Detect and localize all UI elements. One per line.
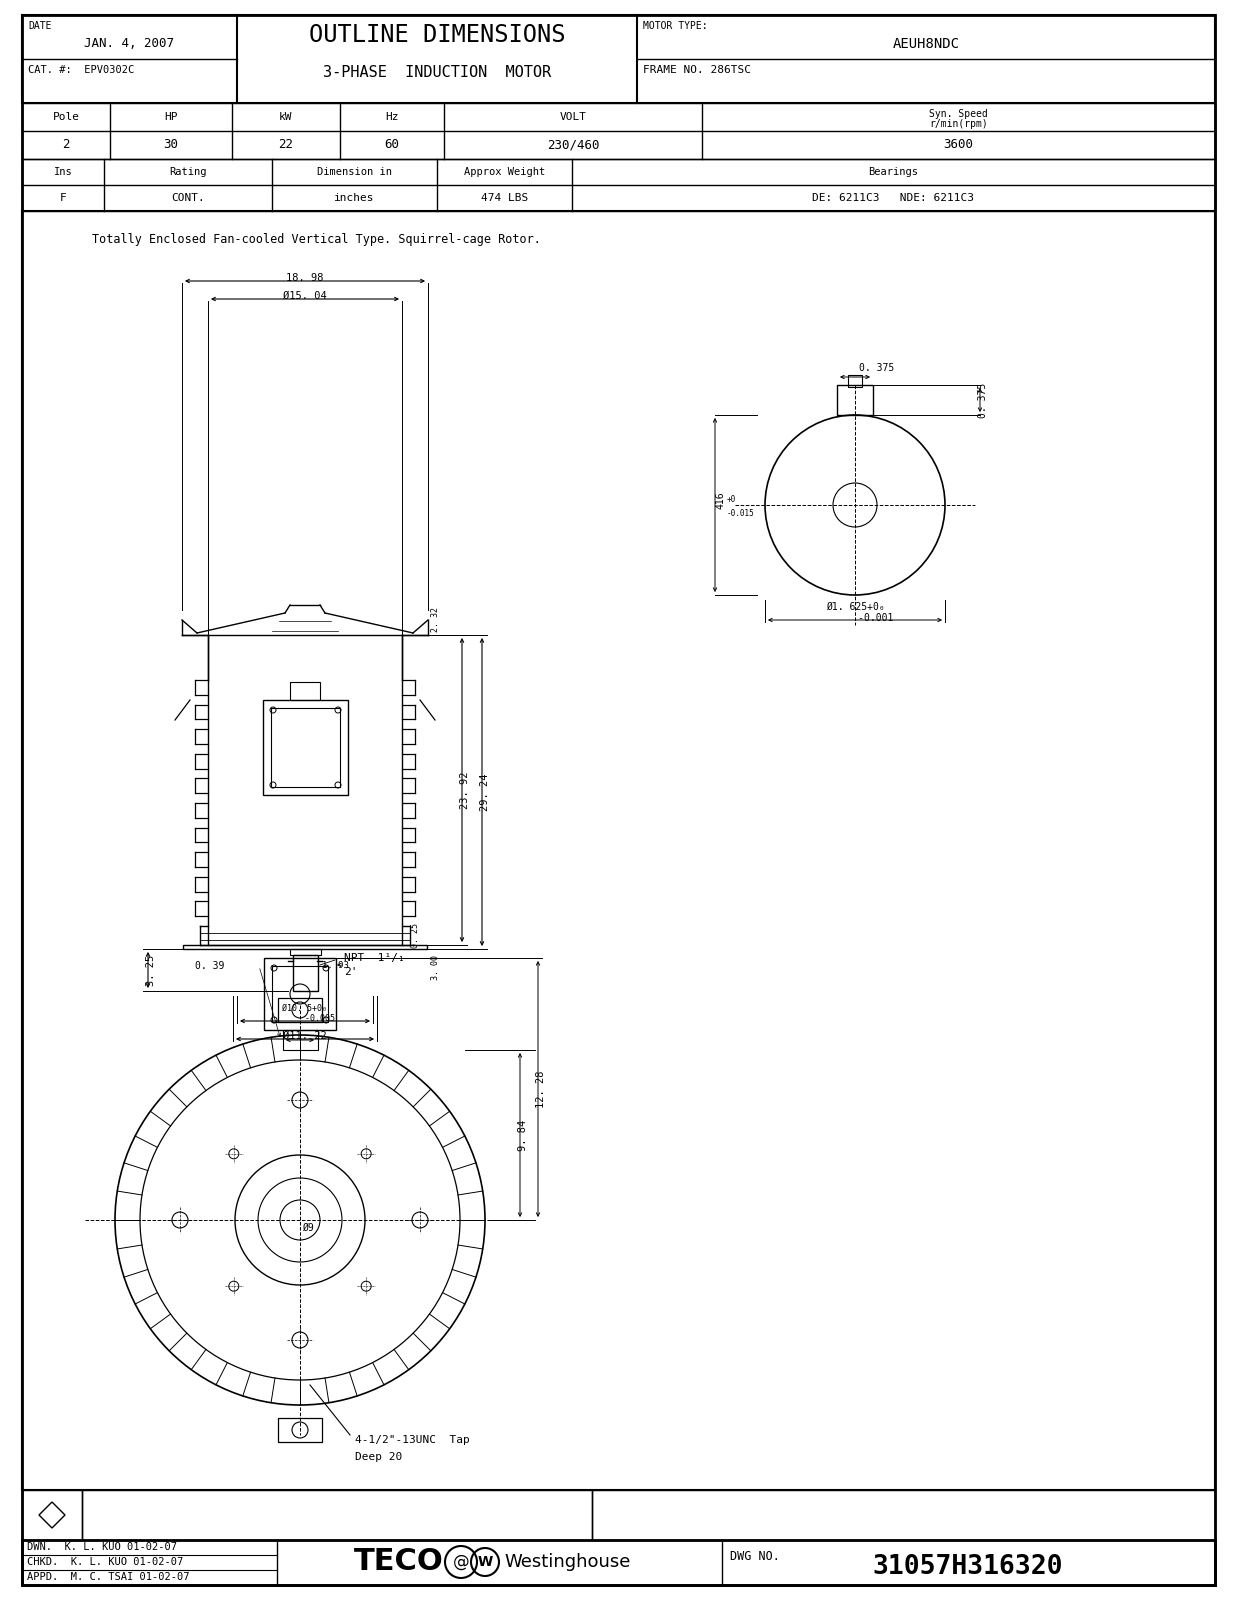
Bar [22, 14, 1215, 102]
Text: 474 LBS: 474 LBS [481, 194, 528, 203]
Text: 2': 2' [344, 966, 357, 978]
Text: Approx Weight: Approx Weight [464, 166, 546, 178]
Text: 230/460: 230/460 [547, 139, 599, 152]
Bar [272, 966, 328, 1022]
Text: Deep 20: Deep 20 [355, 1453, 402, 1462]
Text: 416: 416 [715, 491, 725, 509]
Bar [849, 374, 862, 387]
Bar [183, 946, 427, 949]
Text: HP: HP [165, 112, 178, 122]
Text: Ø1. 625+0₀
       -0.001: Ø1. 625+0₀ -0.001 [816, 602, 893, 622]
Bar [591, 1490, 1215, 1539]
Text: +0: +0 [727, 496, 736, 504]
Text: 23. 92: 23. 92 [460, 771, 470, 808]
Text: MOTOR TYPE:: MOTOR TYPE: [643, 21, 708, 30]
Text: VOLT: VOLT [559, 112, 586, 122]
Bar [837, 386, 873, 414]
Text: 0. 375: 0. 375 [978, 382, 988, 418]
Text: kW: kW [280, 112, 293, 122]
Bar [82, 1490, 591, 1539]
Text: Totally Enclosed Fan-cooled Vertical Type. Squirrel-cage Rotor.: Totally Enclosed Fan-cooled Vertical Typ… [92, 234, 541, 246]
Text: 3-PHASE  INDUCTION  MOTOR: 3-PHASE INDUCTION MOTOR [323, 66, 550, 80]
Text: OUTLINE DIMENSIONS: OUTLINE DIMENSIONS [309, 22, 565, 46]
Text: 2. 32: 2. 32 [432, 608, 440, 632]
Text: APPD.  M. C. TSAI 01-02-07: APPD. M. C. TSAI 01-02-07 [27, 1571, 189, 1582]
Text: DWN.  K. L. KUO 01-02-07: DWN. K. L. KUO 01-02-07 [27, 1542, 177, 1552]
Text: 22: 22 [278, 139, 293, 152]
Text: Bearings: Bearings [868, 166, 919, 178]
Text: Ø9: Ø9 [302, 1222, 314, 1234]
Text: Pole: Pole [52, 112, 79, 122]
Text: 30: 30 [163, 139, 178, 152]
Bar [22, 1490, 82, 1539]
Bar [271, 707, 340, 787]
Text: 3600: 3600 [944, 139, 974, 152]
Text: NPT  1¹/₁: NPT 1¹/₁ [344, 954, 404, 963]
Text: 2: 2 [62, 139, 69, 152]
Text: Ø11. 22: Ø11. 22 [283, 1030, 327, 1042]
Text: F: F [59, 194, 67, 203]
Text: 9. 84: 9. 84 [518, 1120, 528, 1150]
Text: FRAME NO. 286TSC: FRAME NO. 286TSC [643, 66, 751, 75]
Text: Dimension in: Dimension in [317, 166, 392, 178]
Text: 60: 60 [385, 139, 400, 152]
Text: r/min(rpm): r/min(rpm) [929, 118, 988, 130]
Text: Ø10. 5+0₀
      -0.005: Ø10. 5+0₀ -0.005 [275, 1003, 335, 1022]
Text: AEUH8NDC: AEUH8NDC [893, 37, 960, 51]
Text: 12. 28: 12. 28 [536, 1070, 546, 1107]
Text: -0.015: -0.015 [727, 509, 755, 517]
Bar [278, 1418, 322, 1442]
Text: DWG NO.: DWG NO. [730, 1550, 779, 1563]
Bar [278, 998, 322, 1022]
Text: 29. 24: 29. 24 [480, 773, 490, 811]
Bar [22, 1539, 1215, 1586]
Text: 3. 25: 3. 25 [146, 954, 156, 986]
Text: 0. 39: 0. 39 [194, 962, 224, 971]
Text: 4-1/2"-13UNC  Tap: 4-1/2"-13UNC Tap [355, 1435, 470, 1445]
Text: Ins: Ins [53, 166, 73, 178]
Text: JAN. 4, 2007: JAN. 4, 2007 [84, 37, 174, 50]
Bar [22, 102, 1215, 158]
Text: CHKD.  K. L. KUO 01-02-07: CHKD. K. L. KUO 01-02-07 [27, 1557, 183, 1566]
Bar [293, 955, 318, 990]
Text: 3. 00: 3. 00 [432, 955, 440, 981]
Text: W: W [477, 1555, 492, 1570]
Bar [283, 1030, 318, 1050]
Text: DATE: DATE [28, 21, 52, 30]
Text: 0. 25: 0. 25 [411, 923, 419, 947]
Bar [22, 158, 1215, 211]
Text: 0. 375: 0. 375 [858, 363, 894, 373]
Text: Ø15. 04: Ø15. 04 [283, 291, 327, 301]
Text: Hz: Hz [385, 112, 398, 122]
Text: 31057H316320: 31057H316320 [873, 1554, 1064, 1581]
Text: Rating: Rating [169, 166, 207, 178]
Text: 18. 98: 18. 98 [286, 274, 324, 283]
Bar [263, 701, 348, 795]
Text: Westinghouse: Westinghouse [503, 1554, 631, 1571]
Bar [22, 211, 1215, 1490]
Text: DE: 6211C3   NDE: 6211C3: DE: 6211C3 NDE: 6211C3 [813, 194, 975, 203]
Text: Syn. Speed: Syn. Speed [929, 109, 988, 118]
Text: CAT. #:  EPV0302C: CAT. #: EPV0302C [28, 66, 135, 75]
Bar [289, 949, 320, 955]
Text: CONT.: CONT. [171, 194, 205, 203]
Text: inches: inches [334, 194, 375, 203]
Text: @: @ [453, 1554, 469, 1571]
Bar [263, 958, 336, 1030]
Text: TECO: TECO [354, 1547, 444, 1576]
Text: 1. 93: 1. 93 [322, 960, 349, 970]
Bar [289, 682, 320, 701]
